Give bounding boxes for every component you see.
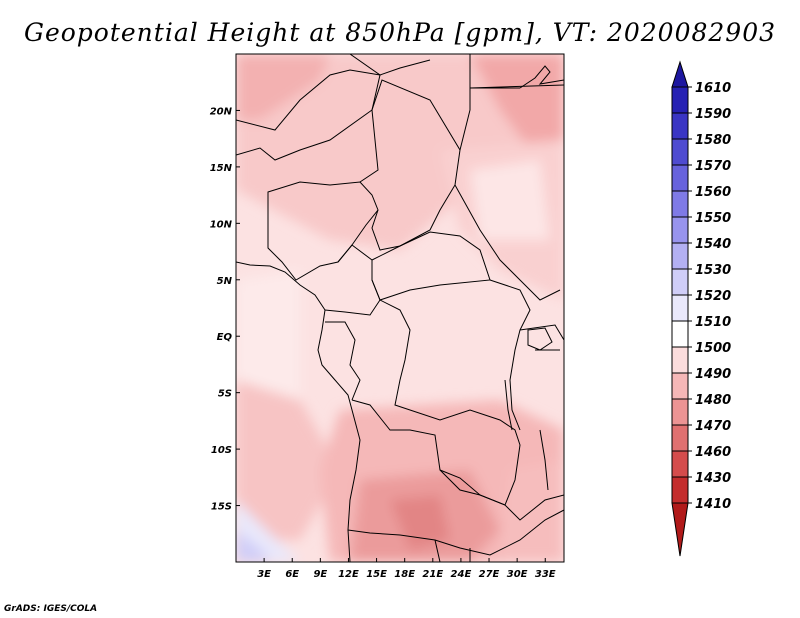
colorbar-label: 1490 — [695, 367, 731, 382]
colorbar-label: 1540 — [695, 237, 731, 252]
colorbar-label: 1510 — [695, 315, 731, 330]
colorbar-label: 1610 — [695, 81, 731, 96]
geopotential-field — [236, 54, 564, 562]
colorbar-label: 1470 — [695, 419, 731, 434]
lake-malawi — [539, 429, 549, 491]
field-southwest-blue-deep — [236, 530, 270, 562]
colorbar-swatch — [671, 268, 689, 296]
colorbar-swatch — [671, 398, 689, 426]
x-tick-label: 6E — [285, 569, 299, 580]
field-angola-core — [390, 495, 450, 550]
x-tick-label: 33E — [535, 569, 556, 580]
border-sudan-south — [454, 184, 561, 301]
y-tick-label: 20N — [210, 106, 233, 117]
y-tick-label: 10N — [210, 219, 233, 230]
border-namibia-botswana — [434, 539, 471, 562]
colorbar-swatch — [671, 320, 689, 348]
x-tick-label: 3E — [257, 569, 271, 580]
colorbar-label: 1590 — [695, 107, 731, 122]
map-frame — [235, 53, 565, 563]
colorbar-swatch — [671, 424, 689, 452]
chart-title: Geopotential Height at 850hPa [gpm], VT:… — [23, 18, 777, 47]
colorbar-swatch — [671, 190, 689, 218]
x-tick-label: 9E — [313, 569, 327, 580]
x-tick-label: 21E — [422, 569, 443, 580]
colorbar-swatch — [671, 476, 689, 504]
colorbar-bottom-arrow — [671, 502, 689, 557]
colorbar-label: 1460 — [695, 445, 731, 460]
border-algeria-libya — [236, 59, 431, 131]
x-tick-label: 18E — [394, 569, 415, 580]
colorbar-label: 1410 — [695, 497, 731, 512]
border-east-lakes — [489, 279, 531, 431]
country-borders — [236, 54, 564, 562]
y-tick-label: 10S — [211, 445, 232, 456]
colorbar-label: 1530 — [695, 263, 731, 278]
lake-victoria — [527, 327, 553, 351]
colorbar-top-arrow — [671, 60, 689, 88]
colorbar-swatch — [671, 372, 689, 400]
colorbar-swatch — [671, 450, 689, 478]
colorbar-label: 1430 — [695, 471, 731, 486]
colorbar-swatch — [671, 112, 689, 140]
field-east-pale — [470, 160, 550, 240]
border-cameroon — [324, 244, 381, 316]
y-tick-label: EQ — [217, 332, 233, 343]
y-tick-label: 5N — [217, 276, 233, 287]
field-southwest — [236, 380, 340, 540]
y-tick-label: 15N — [210, 163, 233, 174]
x-tick-label: 15E — [366, 569, 387, 580]
border-nigeria — [267, 181, 379, 281]
colorbar-swatch — [671, 216, 689, 244]
border-angola-south — [347, 509, 564, 556]
colorbar-label: 1500 — [695, 341, 731, 356]
colorbar-swatch — [671, 346, 689, 374]
field-northwest-dark — [236, 54, 330, 120]
y-tick-label: 15S — [211, 502, 232, 513]
border-libya-egypt-sudan — [459, 54, 471, 151]
colorbar-label: 1560 — [695, 185, 731, 200]
colorbar-label: 1570 — [695, 159, 731, 174]
coastline-west — [236, 261, 361, 562]
colorbar-swatch — [671, 294, 689, 322]
border-congo-gabon — [325, 321, 361, 401]
field-northeast-dark — [470, 54, 564, 160]
colorbar-label: 1580 — [695, 133, 731, 148]
field-north-band — [236, 54, 564, 250]
colorbar: 1610 1590 1580 1570 1560 1550 1540 1530 1520 1510… — [671, 60, 731, 557]
x-tick-label: 24E — [451, 569, 472, 580]
colorbar-swatch — [671, 138, 689, 166]
colorbar-swatch — [671, 86, 689, 114]
x-axis: 3E 6E 9E 12E 15E 18E 21E 24E 27E 30E 33E — [257, 558, 556, 580]
x-tick-label: 27E — [479, 569, 500, 580]
grads-credit: GrADS: IGES/COLA — [4, 604, 98, 614]
red-sea-coast — [519, 65, 564, 89]
border-zambia — [439, 469, 564, 521]
lake-tanganyika — [504, 379, 513, 431]
colorbar-label: 1550 — [695, 211, 731, 226]
border-drc — [351, 299, 521, 506]
colorbar-label: 1520 — [695, 289, 731, 304]
y-axis: 20N 15N 10N 5N EQ 5S 10S 15S — [210, 106, 240, 513]
colorbar-swatch — [671, 164, 689, 192]
y-tick-label: 5S — [218, 389, 232, 400]
colorbar-swatch — [671, 242, 689, 270]
x-tick-label: 12E — [338, 569, 359, 580]
border-niger-mali — [236, 54, 381, 161]
x-tick-label: 30E — [507, 569, 528, 580]
colorbar-label: 1480 — [695, 393, 731, 408]
